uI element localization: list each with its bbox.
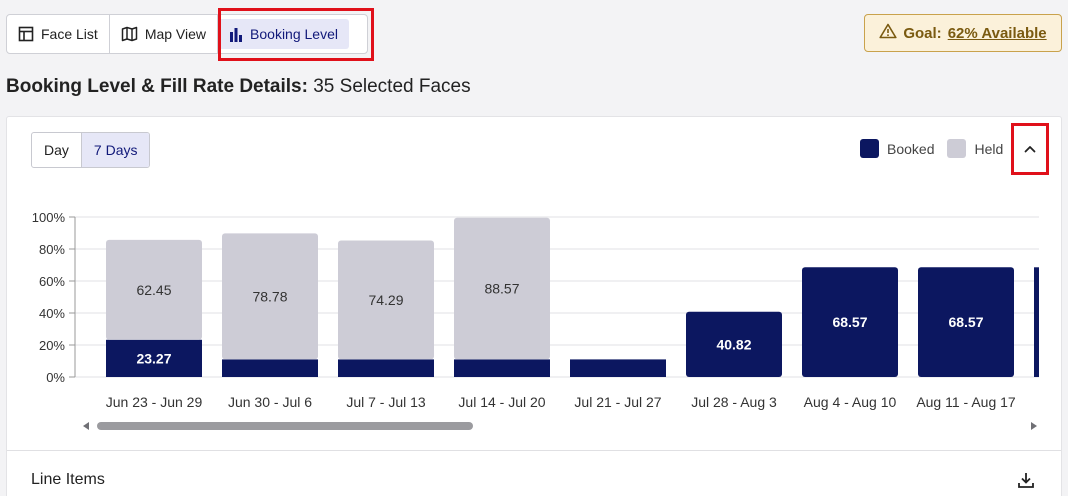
bar-booked	[918, 267, 1014, 377]
scroll-thumb[interactable]	[97, 422, 473, 430]
x-tick-label: Jul 28 - Aug 3	[691, 394, 777, 410]
tab-map-view-label: Map View	[144, 26, 207, 42]
y-tick-label: 100%	[32, 210, 66, 225]
range-option-7-days[interactable]: 7 Days	[80, 133, 150, 167]
bar-chart-icon	[229, 27, 243, 42]
bar-booked	[686, 311, 782, 377]
booking-chart-panel: Day 7 Days Booked Held 0% 20% 40% 60% 80% 100…	[6, 116, 1062, 496]
chart-scrollbar[interactable]	[83, 419, 1043, 433]
bar-held	[338, 240, 434, 360]
y-tick-label: 40%	[39, 306, 65, 321]
legend-label-booked: Booked	[887, 140, 935, 157]
bar-label-booked: 68.57	[832, 314, 867, 330]
legend-item-booked: Booked	[860, 139, 934, 158]
download-icon	[1017, 473, 1035, 493]
bar-booked	[802, 267, 898, 377]
map-icon	[121, 26, 138, 42]
bar-label-held: 74.29	[368, 292, 403, 308]
table-icon	[18, 26, 34, 42]
bar-label-held: 62.45	[136, 282, 171, 298]
x-tick-label: Jul 14 - Jul 20	[458, 394, 545, 410]
chevron-up-icon	[1024, 140, 1036, 158]
warning-icon	[879, 23, 897, 43]
page-title: Booking Level & Fill Rate Details: 35 Se…	[6, 76, 471, 98]
y-tick-label: 60%	[39, 274, 65, 289]
goal-prefix: Goal:	[903, 24, 942, 42]
y-tick-label: 0%	[46, 370, 65, 385]
range-toggle: Day 7 Days	[31, 132, 151, 168]
legend-item-held: Held	[947, 139, 1003, 158]
x-tick-label: Jun 30 - Jul 6	[228, 394, 312, 410]
booking-level-chart: 0% 20% 40% 60% 80% 100% 62.45 23.27 Jun 23 - Ju…	[32, 210, 1039, 410]
view-tabs: Face List Map View Booking Level	[6, 14, 368, 54]
x-tick-label: Jul 21 - Jul 27	[574, 394, 661, 410]
collapse-chart-button[interactable]	[1011, 123, 1049, 175]
divider	[7, 450, 1061, 451]
legend-swatch-held	[947, 139, 967, 158]
legend-swatch-booked	[860, 139, 879, 158]
bar-booked	[454, 359, 550, 377]
scroll-right-arrow[interactable]	[1031, 422, 1037, 430]
bar-booked-partial	[1034, 267, 1039, 377]
x-tick-label: Aug 4 - Aug 10	[804, 394, 897, 410]
scroll-left-arrow[interactable]	[83, 422, 89, 430]
bar-label-held: 78.78	[252, 288, 287, 304]
tab-face-list[interactable]: Face List	[7, 15, 110, 53]
tab-booking-level-label: Booking Level	[250, 26, 338, 42]
bar-label-booked: 23.27	[136, 350, 171, 366]
bar-label-booked: 40.82	[716, 336, 751, 352]
bar-booked	[222, 359, 318, 377]
x-tick-label: Aug 11 - Aug 17	[916, 394, 1016, 410]
range-option-day[interactable]: Day	[44, 142, 69, 158]
bar-label-held: 88.57	[484, 281, 519, 297]
download-button[interactable]	[1017, 471, 1035, 494]
legend-label-held: Held	[974, 140, 1004, 157]
goal-badge[interactable]: Goal: 62% Available	[864, 14, 1062, 52]
page-title-bold: Booking Level & Fill Rate Details:	[6, 76, 308, 97]
tab-map-view[interactable]: Map View	[110, 15, 219, 53]
bar-label-booked: 68.57	[948, 314, 983, 330]
line-items-title: Line Items	[31, 471, 105, 488]
x-tick-label: Jul 7 - Jul 13	[346, 394, 426, 410]
goal-value-link[interactable]: 62% Available	[947, 24, 1047, 42]
bar-booked	[106, 339, 202, 377]
tab-booking-level[interactable]: Booking Level	[218, 19, 349, 49]
bar-held	[222, 233, 318, 360]
bar-held	[106, 239, 202, 340]
x-tick-label: Jun 23 - Jun 29	[106, 394, 203, 410]
bar-booked	[338, 359, 434, 377]
chart-legend: Booked Held	[860, 139, 1016, 158]
y-tick-label: 20%	[39, 338, 65, 353]
tab-face-list-label: Face List	[41, 26, 98, 42]
y-tick-label: 80%	[39, 242, 65, 257]
bar-held	[454, 217, 550, 360]
page-title-count: 35 Selected Faces	[313, 76, 471, 97]
bar-booked	[570, 359, 666, 377]
